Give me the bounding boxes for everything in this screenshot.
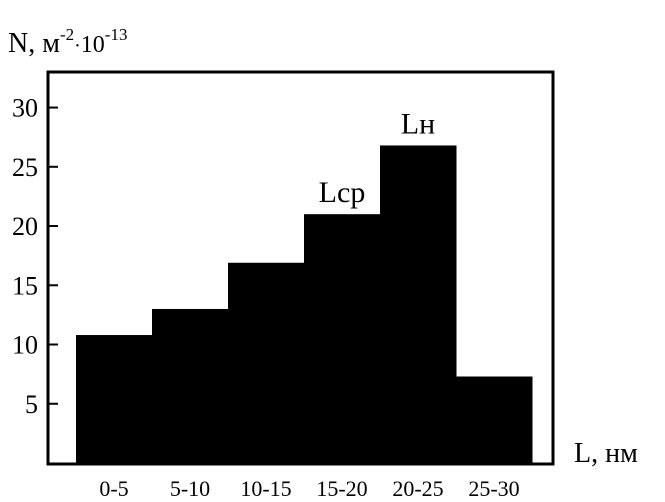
- x-tick-label: 15-20: [316, 476, 367, 501]
- y-tick-label: 10: [12, 331, 38, 360]
- plot-frame: [46, 70, 555, 466]
- y-tick-label: 30: [12, 94, 38, 123]
- x-axis-ticks: 0-5 5-10 10-15 15-20 20-25 25-30: [99, 476, 519, 501]
- bar-10-15: [228, 262, 305, 463]
- bar-25-30: [456, 376, 533, 463]
- x-tick-label: 0-5: [99, 476, 128, 501]
- x-axis-label: L, нм: [574, 438, 638, 469]
- bar-15-20: [304, 214, 381, 463]
- x-tick-label: 25-30: [468, 476, 519, 501]
- y-axis-ticks: 5 10 15 20 25 30: [12, 94, 58, 419]
- x-tick-label: 5-10: [170, 476, 210, 501]
- y-tick-label: 5: [25, 390, 38, 419]
- bar-5-10: [152, 308, 229, 463]
- y-tick-label: 15: [12, 271, 38, 300]
- x-tick-label: 10-15: [240, 476, 291, 501]
- x-tick-label: 20-25: [392, 476, 443, 501]
- y-tick-label: 20: [12, 212, 38, 241]
- bars-group: [76, 145, 533, 463]
- bar-0-5: [76, 335, 153, 463]
- y-axis-label: N, м-2·10-13: [8, 25, 127, 59]
- bar-20-25: [380, 145, 457, 463]
- annotation-label: Lср: [319, 176, 366, 209]
- annotations: Lср Lн: [319, 107, 436, 209]
- y-tick-label: 25: [12, 153, 38, 182]
- annotation-label: Lн: [401, 107, 435, 140]
